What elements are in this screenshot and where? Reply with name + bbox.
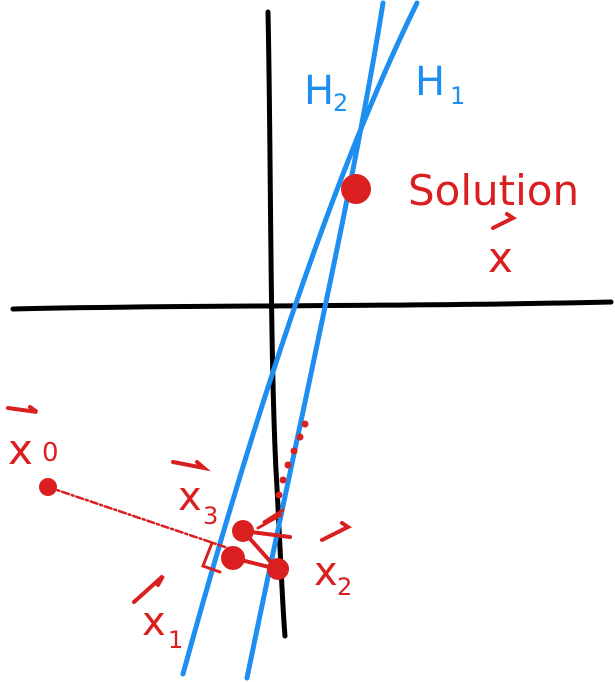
label-x0: x 0 (6, 405, 59, 474)
right-angle-marker (201, 541, 222, 574)
continuation-dot (284, 461, 292, 469)
continuation-dot (275, 491, 283, 499)
point-x2 (267, 558, 289, 580)
vector-arrow-icon (491, 212, 517, 230)
label-x3-sub: 3 (203, 502, 218, 530)
label-x1: x 1 (132, 574, 183, 654)
continuation-dot (301, 420, 309, 428)
label-x1-sub: 1 (168, 626, 183, 654)
label-h2-sub: 2 (333, 89, 348, 117)
label-x0-base: x (8, 425, 33, 474)
continuation-dot (290, 447, 298, 455)
label-x2-base: x (314, 549, 338, 595)
label-h2-base: H (304, 68, 334, 114)
label-h1: H 1 (415, 59, 465, 110)
continuation-dot (296, 433, 304, 441)
label-h2: H 2 (304, 68, 348, 117)
vector-arrow-icon (320, 521, 352, 542)
x-axis (10, 299, 614, 312)
label-x3-base: x (178, 474, 202, 520)
solution-point (341, 174, 371, 204)
label-x3: x 3 (171, 460, 218, 530)
initial-projection-line (46, 485, 230, 550)
projection-zigzag (256, 508, 285, 530)
vector-arrow-icon (6, 405, 39, 414)
hyperplane-h1-line (180, 0, 420, 677)
continuation-dot (279, 476, 287, 484)
label-h1-sub: 1 (450, 82, 465, 110)
label-x2-sub: 2 (337, 573, 352, 601)
vector-arrow-icon (171, 460, 212, 472)
solution-vector-x: x (488, 233, 513, 282)
label-x1-base: x (142, 599, 166, 645)
point-x1 (221, 546, 245, 570)
hyperplanes (180, 0, 420, 681)
label-h1-base: H (415, 59, 445, 105)
label-x0-sub: 0 (42, 438, 59, 468)
solution-label: Solution (408, 166, 579, 215)
continuation-dots (275, 420, 309, 499)
vector-arrow-icon (132, 574, 165, 604)
label-x2: x 2 (314, 521, 352, 601)
solution-vector-label: x (488, 212, 517, 282)
point-x0 (39, 478, 57, 496)
point-x3 (232, 520, 254, 542)
